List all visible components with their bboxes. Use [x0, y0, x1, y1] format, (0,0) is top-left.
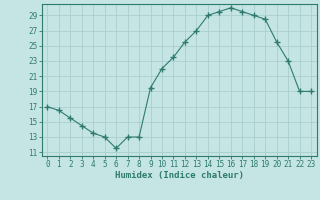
X-axis label: Humidex (Indice chaleur): Humidex (Indice chaleur)	[115, 171, 244, 180]
